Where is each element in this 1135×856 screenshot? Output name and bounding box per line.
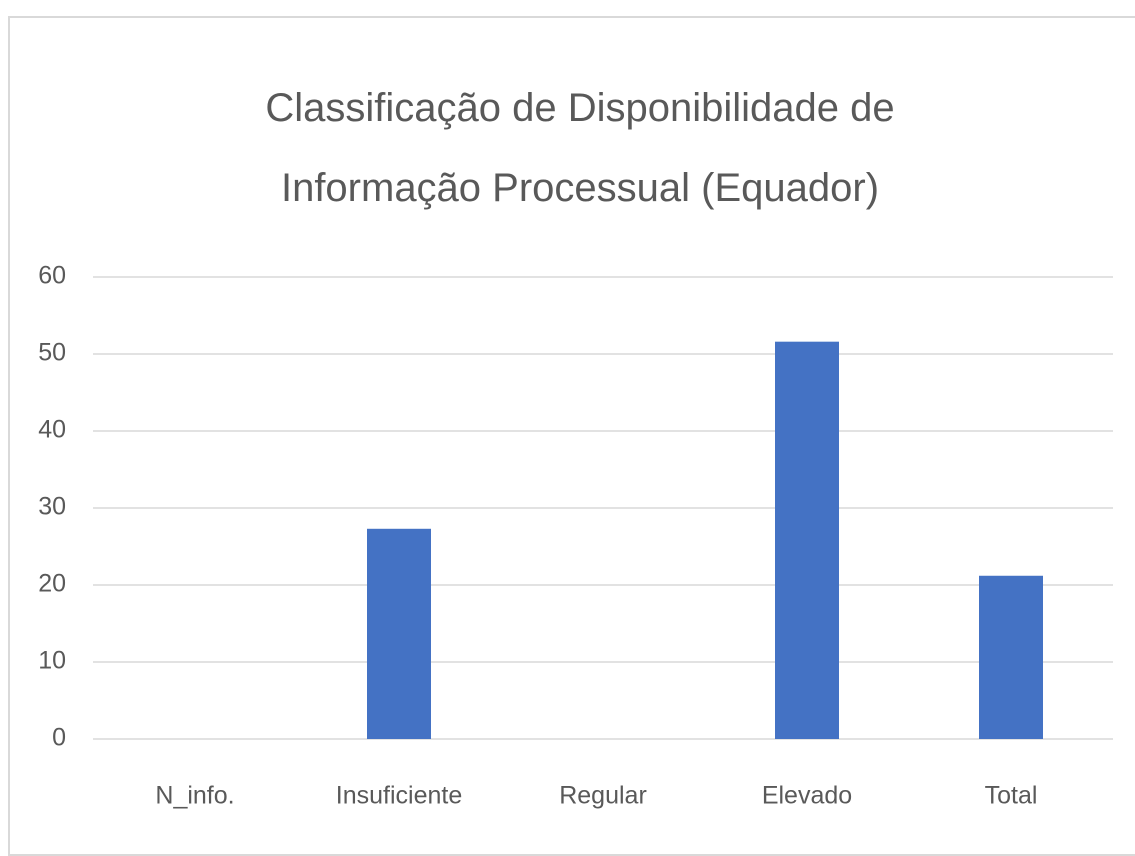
bar	[979, 575, 1043, 739]
chart-title: Classificação de Disponibilidade de Info…	[265, 86, 895, 210]
x-tick-label: N_info.	[155, 782, 234, 810]
x-tick-label: Elevado	[762, 782, 852, 810]
y-tick-label: 10	[38, 647, 66, 675]
x-tick-label: Regular	[559, 782, 647, 810]
y-tick-label: 60	[38, 262, 66, 290]
bar	[367, 528, 431, 739]
bar	[775, 341, 839, 739]
y-tick-label: 30	[38, 493, 66, 521]
y-tick-label: 0	[52, 724, 66, 752]
y-tick-label: 20	[38, 570, 66, 598]
x-tick-label: Total	[985, 782, 1038, 810]
x-tick-label: Insuficiente	[336, 782, 462, 810]
y-tick-label: 40	[38, 416, 66, 444]
y-tick-label: 50	[38, 339, 66, 367]
